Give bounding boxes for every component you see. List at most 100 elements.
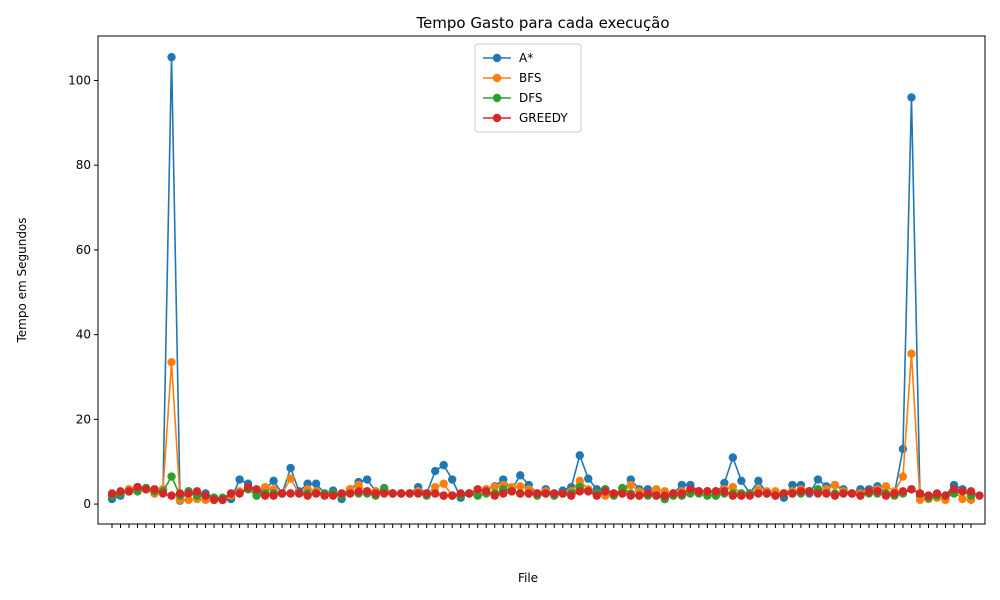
data-point	[660, 491, 670, 500]
data-point	[830, 480, 840, 490]
data-point	[167, 52, 176, 62]
data-point	[839, 489, 848, 498]
data-point	[779, 489, 789, 498]
data-point	[294, 489, 304, 498]
data-point	[652, 491, 661, 500]
legend-label: A*	[519, 51, 533, 65]
data-point	[805, 487, 814, 496]
data-point	[396, 489, 406, 498]
data-point	[184, 489, 193, 498]
data-point	[720, 478, 729, 488]
data-point	[864, 487, 874, 496]
x-axis-label: File	[518, 571, 538, 585]
data-point	[541, 489, 550, 498]
data-point	[907, 93, 916, 102]
data-point	[439, 491, 448, 500]
data-point	[209, 495, 219, 505]
data-point	[915, 489, 925, 498]
data-point	[958, 487, 967, 496]
data-point	[303, 491, 312, 500]
data-point	[907, 485, 916, 494]
data-point	[754, 476, 763, 485]
legend-box	[474, 43, 582, 133]
data-point	[439, 460, 448, 470]
data-point	[737, 491, 746, 500]
data-point	[490, 491, 499, 500]
y-tick-label: 60	[76, 243, 91, 257]
legend-label: BFS	[519, 71, 542, 85]
data-point	[762, 489, 772, 498]
data-point	[788, 480, 797, 490]
data-point	[677, 489, 687, 498]
data-point	[371, 489, 380, 498]
data-point	[260, 491, 270, 500]
data-point	[601, 487, 610, 496]
y-axis-ticks: 0 20 40 60 80 100	[68, 73, 98, 511]
data-point	[652, 485, 661, 494]
data-point	[235, 475, 244, 484]
data-point	[456, 489, 465, 498]
data-point	[567, 491, 576, 500]
data-point	[966, 487, 976, 496]
data-point	[516, 489, 525, 498]
data-point	[413, 489, 423, 498]
data-point	[345, 489, 355, 498]
data-point	[107, 489, 117, 498]
data-point	[890, 489, 899, 498]
data-point	[737, 476, 746, 485]
data-point	[507, 487, 516, 496]
data-point	[269, 491, 278, 500]
data-point	[379, 489, 389, 498]
data-point	[856, 491, 865, 500]
y-tick-label: 100	[68, 73, 91, 87]
data-point	[558, 489, 567, 498]
data-point	[473, 491, 482, 500]
data-point	[881, 491, 891, 500]
series-greedy	[107, 482, 984, 505]
data-point	[745, 491, 755, 500]
data-point	[669, 489, 678, 498]
data-point	[575, 451, 584, 460]
data-point	[915, 495, 925, 505]
data-point	[260, 482, 270, 492]
data-point	[201, 491, 210, 500]
data-point	[184, 495, 193, 505]
data-point	[575, 476, 584, 485]
data-point	[813, 475, 823, 484]
data-point	[822, 489, 831, 498]
data-point	[269, 476, 278, 485]
data-point	[430, 482, 440, 492]
data-point	[286, 463, 295, 473]
data-point	[277, 489, 287, 498]
data-point	[711, 487, 721, 496]
data-point	[847, 489, 857, 498]
data-point	[388, 489, 397, 498]
data-point	[898, 444, 908, 454]
data-point	[728, 453, 738, 462]
data-point	[728, 482, 738, 492]
chart-title: Tempo Gasto para cada execução	[415, 14, 669, 32]
data-point	[516, 482, 525, 491]
data-point	[192, 487, 202, 496]
data-point	[252, 485, 261, 494]
x-axis-ticks	[111, 524, 972, 528]
data-point	[898, 472, 908, 481]
data-point	[575, 487, 584, 496]
legend: A* BFS DFS GREEDY	[474, 43, 582, 133]
data-point	[881, 482, 891, 491]
data-point	[150, 485, 159, 494]
data-point	[116, 487, 125, 496]
data-point	[584, 474, 593, 483]
legend-marker	[492, 93, 502, 103]
data-point	[720, 487, 729, 496]
data-point	[796, 487, 806, 496]
data-point	[311, 479, 321, 488]
data-point	[311, 489, 321, 498]
data-point	[447, 491, 457, 500]
data-point	[677, 480, 687, 490]
data-point	[728, 491, 738, 500]
data-point	[422, 489, 431, 498]
legend-label: GREEDY	[519, 111, 568, 125]
data-point	[932, 489, 942, 498]
